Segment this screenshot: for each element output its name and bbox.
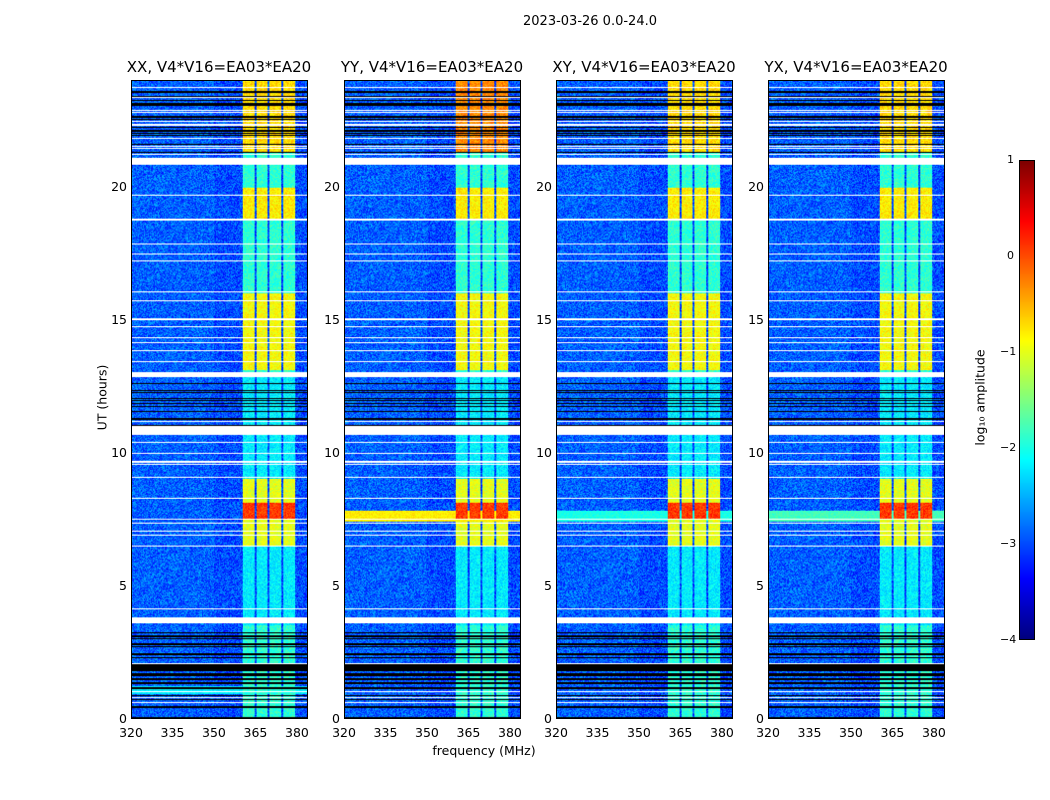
heatmap-image — [345, 81, 520, 718]
x-tick-label: 320 — [756, 725, 780, 740]
colorbar-tick-label: 1 — [1007, 153, 1014, 166]
colorbar-tick-label: −3 — [1000, 537, 1017, 550]
x-tick-label: 350 — [202, 725, 226, 740]
x-tick-label: 380 — [498, 725, 522, 740]
y-tick-label: 20 — [111, 178, 127, 194]
heatmap-panel — [344, 80, 521, 719]
y-tick-label: 5 — [119, 577, 127, 593]
y-tick-label: 5 — [332, 577, 340, 593]
y-axis-label: UT (hours) — [94, 364, 110, 431]
y-tick-label: 10 — [111, 444, 127, 460]
x-tick-label: 380 — [710, 725, 734, 740]
colorbar-tick-label: −4 — [1000, 633, 1017, 646]
heatmap-panel — [556, 80, 733, 719]
y-tick-label: 15 — [324, 311, 340, 327]
colorbar-tick-label: −1 — [1000, 345, 1017, 358]
colorbar — [1019, 160, 1035, 640]
y-tick-label: 0 — [756, 711, 764, 726]
x-tick-label: 335 — [797, 725, 822, 740]
x-tick-label: 320 — [119, 725, 143, 740]
figure-title: 2023-03-26 0.0-24.0 — [523, 14, 657, 29]
x-tick-label: 350 — [415, 725, 439, 740]
y-tick-label: 0 — [332, 711, 340, 726]
x-tick-label: 380 — [285, 725, 309, 740]
heatmap-image — [557, 81, 732, 718]
y-tick-label: 15 — [536, 311, 552, 327]
colorbar-tick-label: −2 — [1000, 441, 1017, 454]
heatmap-image — [769, 81, 944, 718]
colorbar-label: log₁₀ amplitude — [972, 349, 988, 446]
panel-title: YY, V4*V16=EA03*EA20 — [340, 58, 524, 76]
x-tick-label: 365 — [668, 725, 693, 740]
heatmap-panel — [131, 80, 308, 719]
panel-title: XY, V4*V16=EA03*EA20 — [552, 58, 736, 76]
x-tick-label: 365 — [243, 725, 268, 740]
x-tick-label: 350 — [627, 725, 651, 740]
x-tick-label: 320 — [544, 725, 568, 740]
x-tick-label: 320 — [332, 725, 356, 740]
y-tick-label: 0 — [544, 711, 552, 726]
y-tick-label: 10 — [536, 444, 552, 460]
heatmap-image — [132, 81, 307, 718]
y-tick-label: 15 — [748, 311, 764, 327]
x-tick-label: 335 — [373, 725, 398, 740]
y-tick-label: 5 — [544, 577, 552, 593]
x-axis-label: frequency (MHz) — [432, 743, 536, 758]
x-tick-label: 365 — [880, 725, 905, 740]
colorbar-tick-label: 0 — [1007, 249, 1014, 262]
x-tick-label: 380 — [922, 725, 946, 740]
panel-title: XX, V4*V16=EA03*EA20 — [126, 58, 312, 76]
y-tick-label: 0 — [119, 711, 127, 726]
x-tick-label: 335 — [160, 725, 185, 740]
x-tick-label: 335 — [585, 725, 610, 740]
heatmap-panel — [768, 80, 945, 719]
y-tick-label: 10 — [748, 444, 764, 460]
y-tick-label: 10 — [324, 444, 340, 460]
y-tick-label: 20 — [748, 178, 764, 194]
y-tick-label: 5 — [756, 577, 764, 593]
y-tick-label: 20 — [324, 178, 340, 194]
x-tick-label: 350 — [839, 725, 863, 740]
y-tick-label: 15 — [111, 311, 127, 327]
x-tick-label: 365 — [456, 725, 481, 740]
panel-title: YX, V4*V16=EA03*EA20 — [764, 58, 948, 76]
y-tick-label: 20 — [536, 178, 552, 194]
